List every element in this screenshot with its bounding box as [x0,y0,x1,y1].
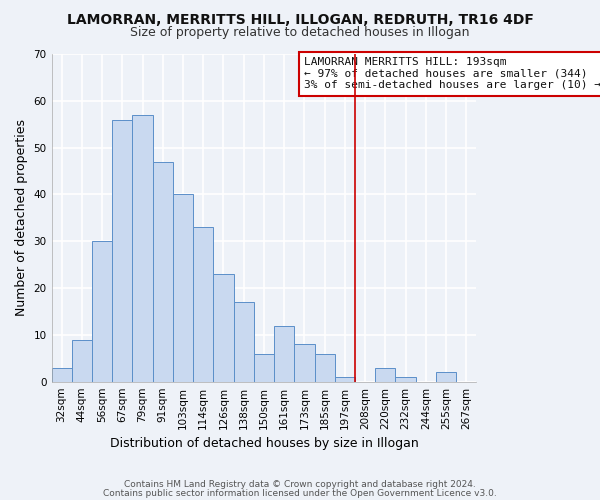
Bar [233,302,254,382]
Bar [214,274,233,382]
Text: LAMORRAN MERRITTS HILL: 193sqm
← 97% of detached houses are smaller (344)
3% of : LAMORRAN MERRITTS HILL: 193sqm ← 97% of … [304,58,600,90]
Bar [254,354,274,382]
Bar [173,194,193,382]
Bar [152,162,173,382]
Bar [274,326,294,382]
Bar [335,377,355,382]
Bar [314,354,335,382]
Y-axis label: Number of detached properties: Number of detached properties [15,120,28,316]
Bar [193,227,214,382]
Bar [133,115,152,382]
Text: Size of property relative to detached houses in Illogan: Size of property relative to detached ho… [130,26,470,39]
Bar [92,241,112,382]
Bar [294,344,314,382]
Bar [375,368,395,382]
Bar [395,377,416,382]
Bar [112,120,133,382]
Text: Contains public sector information licensed under the Open Government Licence v3: Contains public sector information licen… [103,488,497,498]
Bar [72,340,92,382]
X-axis label: Distribution of detached houses by size in Illogan: Distribution of detached houses by size … [110,437,418,450]
Text: LAMORRAN, MERRITTS HILL, ILLOGAN, REDRUTH, TR16 4DF: LAMORRAN, MERRITTS HILL, ILLOGAN, REDRUT… [67,12,533,26]
Text: Contains HM Land Registry data © Crown copyright and database right 2024.: Contains HM Land Registry data © Crown c… [124,480,476,489]
Bar [436,372,456,382]
Bar [52,368,72,382]
